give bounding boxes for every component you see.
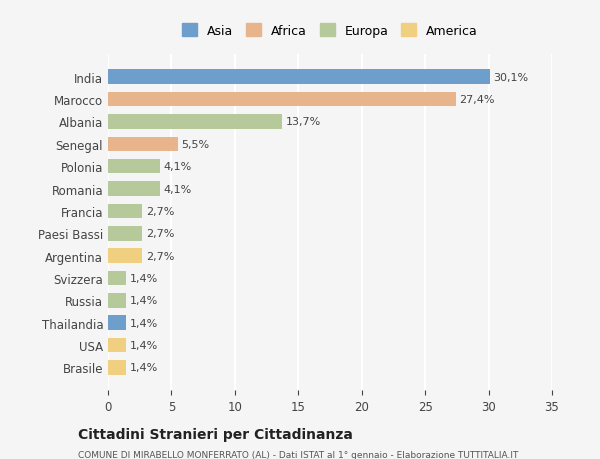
Text: 2,7%: 2,7% [146, 251, 175, 261]
Bar [108, 271, 126, 285]
Text: 1,4%: 1,4% [130, 363, 158, 373]
Text: 1,4%: 1,4% [130, 274, 158, 283]
Bar [108, 70, 490, 85]
Text: 2,7%: 2,7% [146, 207, 175, 217]
Text: 1,4%: 1,4% [130, 318, 158, 328]
Text: 13,7%: 13,7% [286, 117, 321, 127]
Bar [108, 293, 126, 308]
Bar [108, 316, 126, 330]
Text: 1,4%: 1,4% [130, 341, 158, 350]
Bar [108, 204, 142, 218]
Text: 4,1%: 4,1% [164, 184, 192, 194]
Bar [108, 160, 160, 174]
Text: COMUNE DI MIRABELLO MONFERRATO (AL) - Dati ISTAT al 1° gennaio - Elaborazione TU: COMUNE DI MIRABELLO MONFERRATO (AL) - Da… [78, 450, 518, 459]
Text: 5,5%: 5,5% [182, 140, 210, 150]
Text: 30,1%: 30,1% [494, 73, 529, 83]
Bar [108, 338, 126, 353]
Text: Cittadini Stranieri per Cittadinanza: Cittadini Stranieri per Cittadinanza [78, 427, 353, 441]
Text: 4,1%: 4,1% [164, 162, 192, 172]
Bar [108, 360, 126, 375]
Legend: Asia, Africa, Europa, America: Asia, Africa, Europa, America [176, 18, 484, 44]
Text: 27,4%: 27,4% [460, 95, 495, 105]
Bar [108, 93, 455, 107]
Text: 1,4%: 1,4% [130, 296, 158, 306]
Bar [108, 227, 142, 241]
Bar [108, 115, 282, 129]
Bar [108, 182, 160, 196]
Bar [108, 249, 142, 263]
Bar [108, 137, 178, 152]
Text: 2,7%: 2,7% [146, 229, 175, 239]
